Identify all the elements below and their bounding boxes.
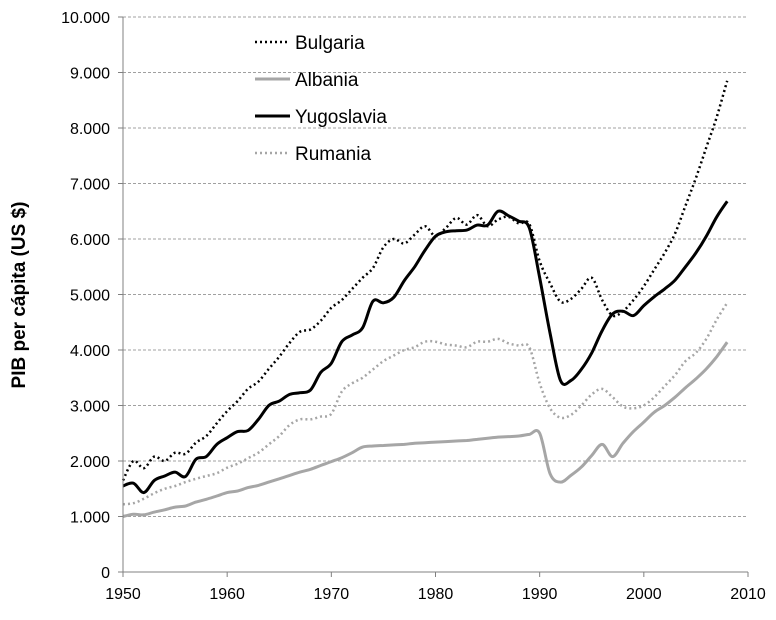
y-tick-label-10: 10.000 [61,10,110,27]
legend: Bulgaria Albania Yugoslavia Rumania [255,33,387,165]
y-tick-label-0: 0 [101,565,110,582]
series-line-yugoslavia [122,200,729,495]
y-tick-label-7: 7.000 [70,177,110,194]
y-axis-label: PIB per cápita (US $) [9,202,30,389]
y-tick-label-9: 9.000 [70,66,110,83]
y-axis-ticks: 0 1.000 2.000 3.000 4.000 5.000 6.000 7.000 8.00… [61,10,123,582]
x-tick-label-5: 2000 [626,586,662,603]
y-tick-label-1: 1.000 [70,510,110,527]
x-tick-label-3: 1980 [418,586,454,603]
x-axis-ticks: 1950 1960 1970 1980 1990 2000 2010 [105,572,766,603]
y-tick-label-4: 4.000 [70,343,110,360]
series-lines [121,80,729,518]
y-tick-label-3: 3.000 [70,399,110,416]
legend-label-bulgaria: Bulgaria [295,33,365,54]
x-tick-label-0: 1950 [105,586,141,603]
legend-label-yugoslavia: Yugoslavia [295,107,387,128]
y-tick-label-5: 5.000 [70,288,110,305]
series-line-bulgaria [121,80,729,481]
x-tick-label-4: 1990 [522,586,558,603]
legend-label-rumania: Rumania [295,144,371,165]
y-tick-label-6: 6.000 [70,232,110,249]
series-line-rumania [122,302,729,506]
x-tick-label-2: 1970 [314,586,350,603]
series-line-albania [122,341,729,518]
x-tick-label-1: 1960 [209,586,245,603]
y-tick-label-2: 2.000 [70,454,110,471]
y-tick-label-8: 8.000 [70,121,110,138]
x-tick-label-6: 2010 [730,586,766,603]
horizontal-gridlines [123,16,748,517]
legend-label-albania: Albania [295,70,359,91]
